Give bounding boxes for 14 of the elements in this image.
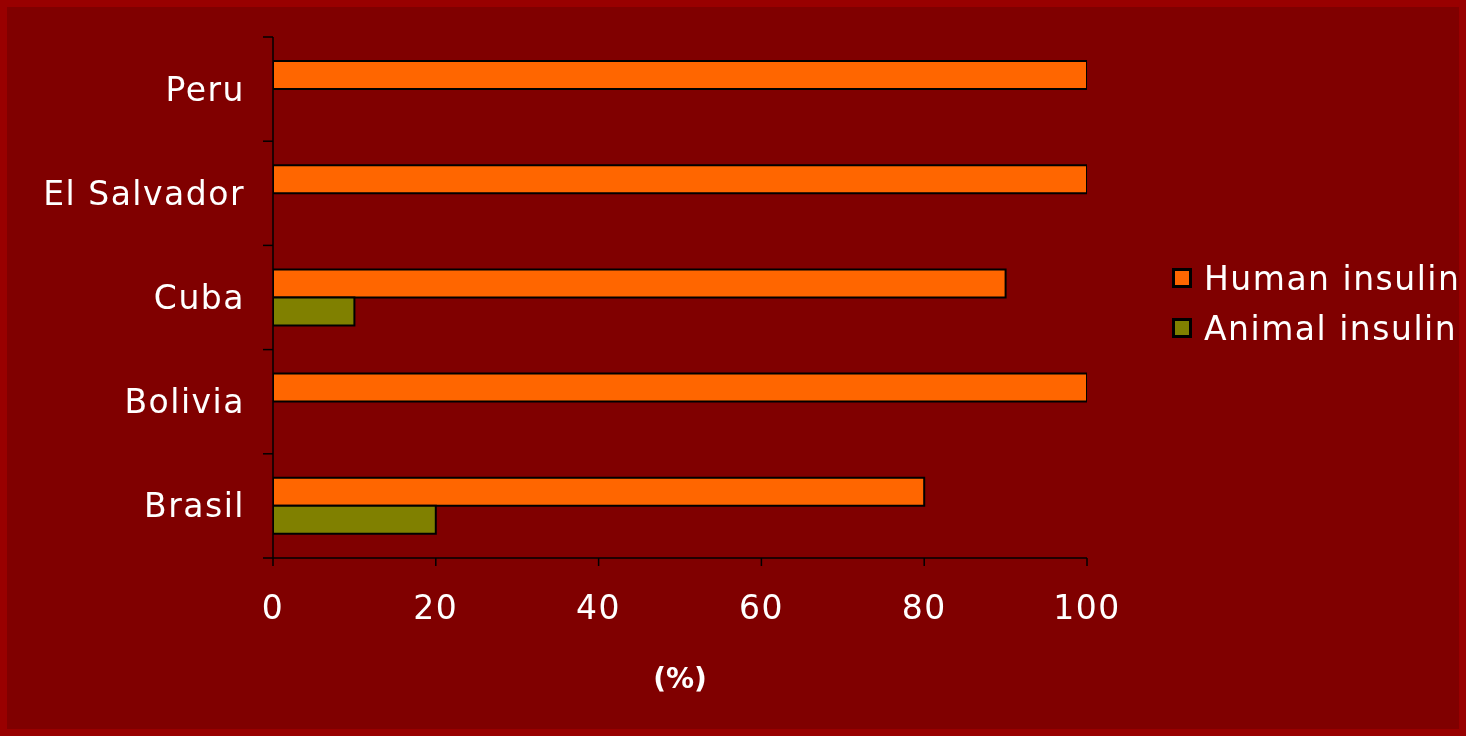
y-tick-label: Brasil (144, 486, 245, 526)
y-tick-label: El Salvador (43, 173, 245, 213)
legend-label: Animal insulin (1204, 308, 1458, 348)
y-tick-label: Peru (165, 69, 245, 109)
x-axis-title: (%) (653, 662, 707, 695)
x-tick-label: 40 (576, 588, 622, 628)
x-tick-label: 0 (261, 588, 285, 628)
x-tick-label: 100 (1053, 588, 1121, 628)
legend-label: Human insulin (1204, 258, 1461, 298)
x-tick-label: 80 (901, 588, 947, 628)
x-tick-label: 60 (738, 588, 784, 628)
y-tick-label: Cuba (153, 278, 245, 317)
y-tick-label: Bolivia (124, 382, 245, 422)
x-tick-label: 20 (413, 588, 459, 628)
